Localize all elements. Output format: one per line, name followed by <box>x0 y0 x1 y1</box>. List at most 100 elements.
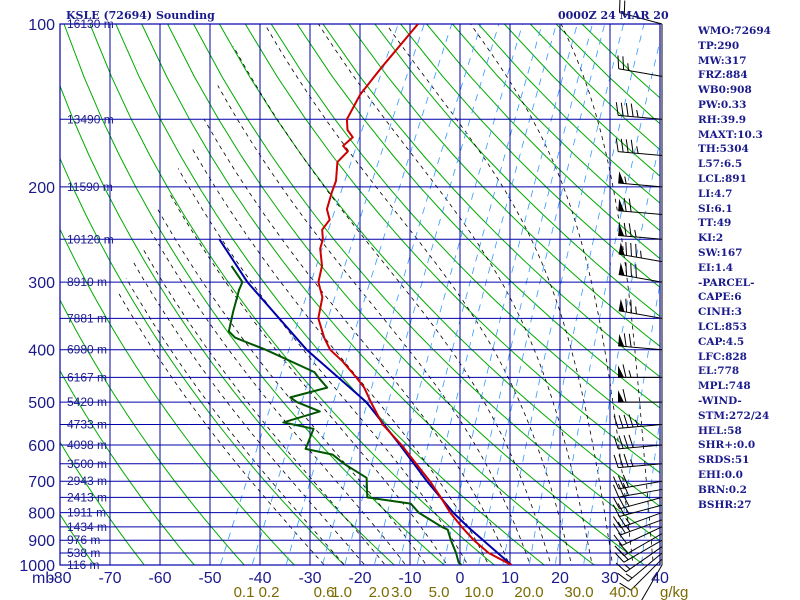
mixing-ratio-line <box>616 281 660 565</box>
index-item: L57:6.5 <box>698 158 743 171</box>
mixing-ratio-line <box>554 39 660 565</box>
height-labels: 16130 m 13490 m 11590 m 10120 m 8910 m 7881 m… <box>67 17 114 572</box>
dry-adiabat-line <box>348 24 660 347</box>
temperature-tick-label: -70 <box>98 570 121 587</box>
index-item: RH:39.9 <box>698 113 747 126</box>
height-label: 1434 m <box>67 520 107 534</box>
mixing-ratio-line <box>373 24 523 565</box>
moist-adiabat-line <box>142 248 386 565</box>
moist-adiabat-line <box>264 24 573 565</box>
wind-barb <box>618 298 663 319</box>
wind-barb <box>612 503 663 517</box>
index-item: -PARCEL- <box>698 276 755 289</box>
sounding-traces <box>218 24 513 565</box>
wind-barb <box>617 552 663 582</box>
moist-adiabat-line <box>233 46 552 565</box>
temperature-tick-label: 20 <box>551 570 569 587</box>
dry-adiabat-line <box>63 24 446 565</box>
index-item: HEL:58 <box>698 424 742 437</box>
moist-adiabat-line <box>203 119 510 565</box>
mixing-ratio-line <box>344 24 500 565</box>
mixing-ratio-label: 20.0 <box>514 584 543 600</box>
mixing-ratio-label: 2.0 <box>369 584 390 600</box>
temperature-tick-label: -80 <box>48 570 71 587</box>
moist-adiabat-line <box>168 192 448 565</box>
mixing-ratio-line <box>528 24 645 565</box>
dewpoint-trace <box>227 265 463 565</box>
index-item: LCL:853 <box>698 320 747 333</box>
temperature-tick-label: 40 <box>651 570 669 587</box>
mixing-ratio-line <box>321 24 482 565</box>
moist-adiabat-line <box>177 168 469 565</box>
pressure-tick-label: 900 <box>28 533 55 550</box>
moist-adiabat-line <box>118 293 325 565</box>
moist-adiabat-line <box>157 209 427 565</box>
index-item: MAXT:10.3 <box>698 128 763 141</box>
index-item: SI:6.1 <box>698 202 733 215</box>
mixing-ratio-label: 1.0 <box>331 584 352 600</box>
wind-barb <box>613 434 663 450</box>
moist-adiabat-line <box>318 24 593 565</box>
wind-barb <box>641 564 663 600</box>
pressure-tick-label: 300 <box>28 275 55 292</box>
dry-adiabat-line <box>60 369 195 565</box>
index-item: SRDS:51 <box>698 454 750 467</box>
station-title: KSLE (72694) Sounding <box>66 9 215 22</box>
index-item: SHR+:0.0 <box>698 439 756 452</box>
mixing-ratio-label: 3.0 <box>391 584 412 600</box>
temperature-tick-label: -20 <box>348 570 371 587</box>
index-item: LI:4.7 <box>698 187 733 200</box>
height-label: 3500 m <box>67 457 107 471</box>
height-label: 4098 m <box>67 438 107 452</box>
dry-adiabat-line <box>270 24 660 441</box>
wind-barb <box>618 198 663 216</box>
wind-barb <box>613 453 663 469</box>
height-label: 116 m <box>67 558 99 572</box>
sounding-indices-list: WMO:72694 TP:290 MW:317 FRZ:884 WB0:908 PW:0.… <box>698 24 771 512</box>
sounding-datetime: 0000Z 24 MAR 20 <box>558 9 669 22</box>
index-item: SW:167 <box>698 246 743 259</box>
height-label: 16130 m <box>67 17 114 31</box>
pressure-tick-label: 600 <box>28 438 55 455</box>
mixing-ratio-label: 0.2 <box>259 584 280 600</box>
wind-barb <box>618 333 663 351</box>
mixing-ratio-line <box>219 24 399 565</box>
height-label: 7881 m <box>67 311 107 325</box>
dry-adiabat-line <box>60 441 145 565</box>
plot-frame <box>59 23 661 566</box>
index-item: WB0:908 <box>698 84 752 97</box>
dry-adiabat-line <box>60 228 295 565</box>
pressure-tick-label: 400 <box>28 343 55 360</box>
height-label: 11590 m <box>67 180 113 194</box>
moist-adiabat-line <box>132 261 366 565</box>
pressure-unit-label: mb <box>32 570 54 587</box>
temperature-tick-label: -30 <box>298 570 321 587</box>
dry-adiabat-line <box>60 157 346 565</box>
dry-adiabat-line <box>141 24 596 565</box>
mixing-ratio-line <box>443 24 578 565</box>
index-item: BSHR:27 <box>698 498 752 511</box>
wind-barbs <box>612 0 663 600</box>
pressure-tick-label: 1000 <box>19 558 55 575</box>
height-label: 5420 m <box>67 395 107 409</box>
temperature-tick-label: -40 <box>248 570 271 587</box>
mixing-ratio-line <box>478 24 606 565</box>
height-label: 8910 m <box>67 275 107 289</box>
height-label: 4733 m <box>67 418 107 432</box>
height-label: 10120 m <box>67 232 114 246</box>
index-item: BRN:0.2 <box>698 483 747 496</box>
index-item: CAP:4.5 <box>698 335 745 348</box>
height-label: 538 m <box>67 546 100 560</box>
pressure-tick-label: 200 <box>28 180 55 197</box>
pressure-tick-label: 800 <box>28 506 55 523</box>
index-item: TP:290 <box>698 39 740 52</box>
height-label: 976 m <box>67 533 100 547</box>
dry-adiabat-line <box>89 24 496 565</box>
parcel-trace <box>218 238 513 565</box>
dry-adiabat-line <box>167 24 646 565</box>
mixing-ratio-line <box>416 24 557 565</box>
mixing-ratio-label: 10.0 <box>464 584 493 600</box>
index-item: FRZ:884 <box>698 69 748 82</box>
index-item: MPL:748 <box>698 380 751 393</box>
index-item: MW:317 <box>698 54 747 67</box>
